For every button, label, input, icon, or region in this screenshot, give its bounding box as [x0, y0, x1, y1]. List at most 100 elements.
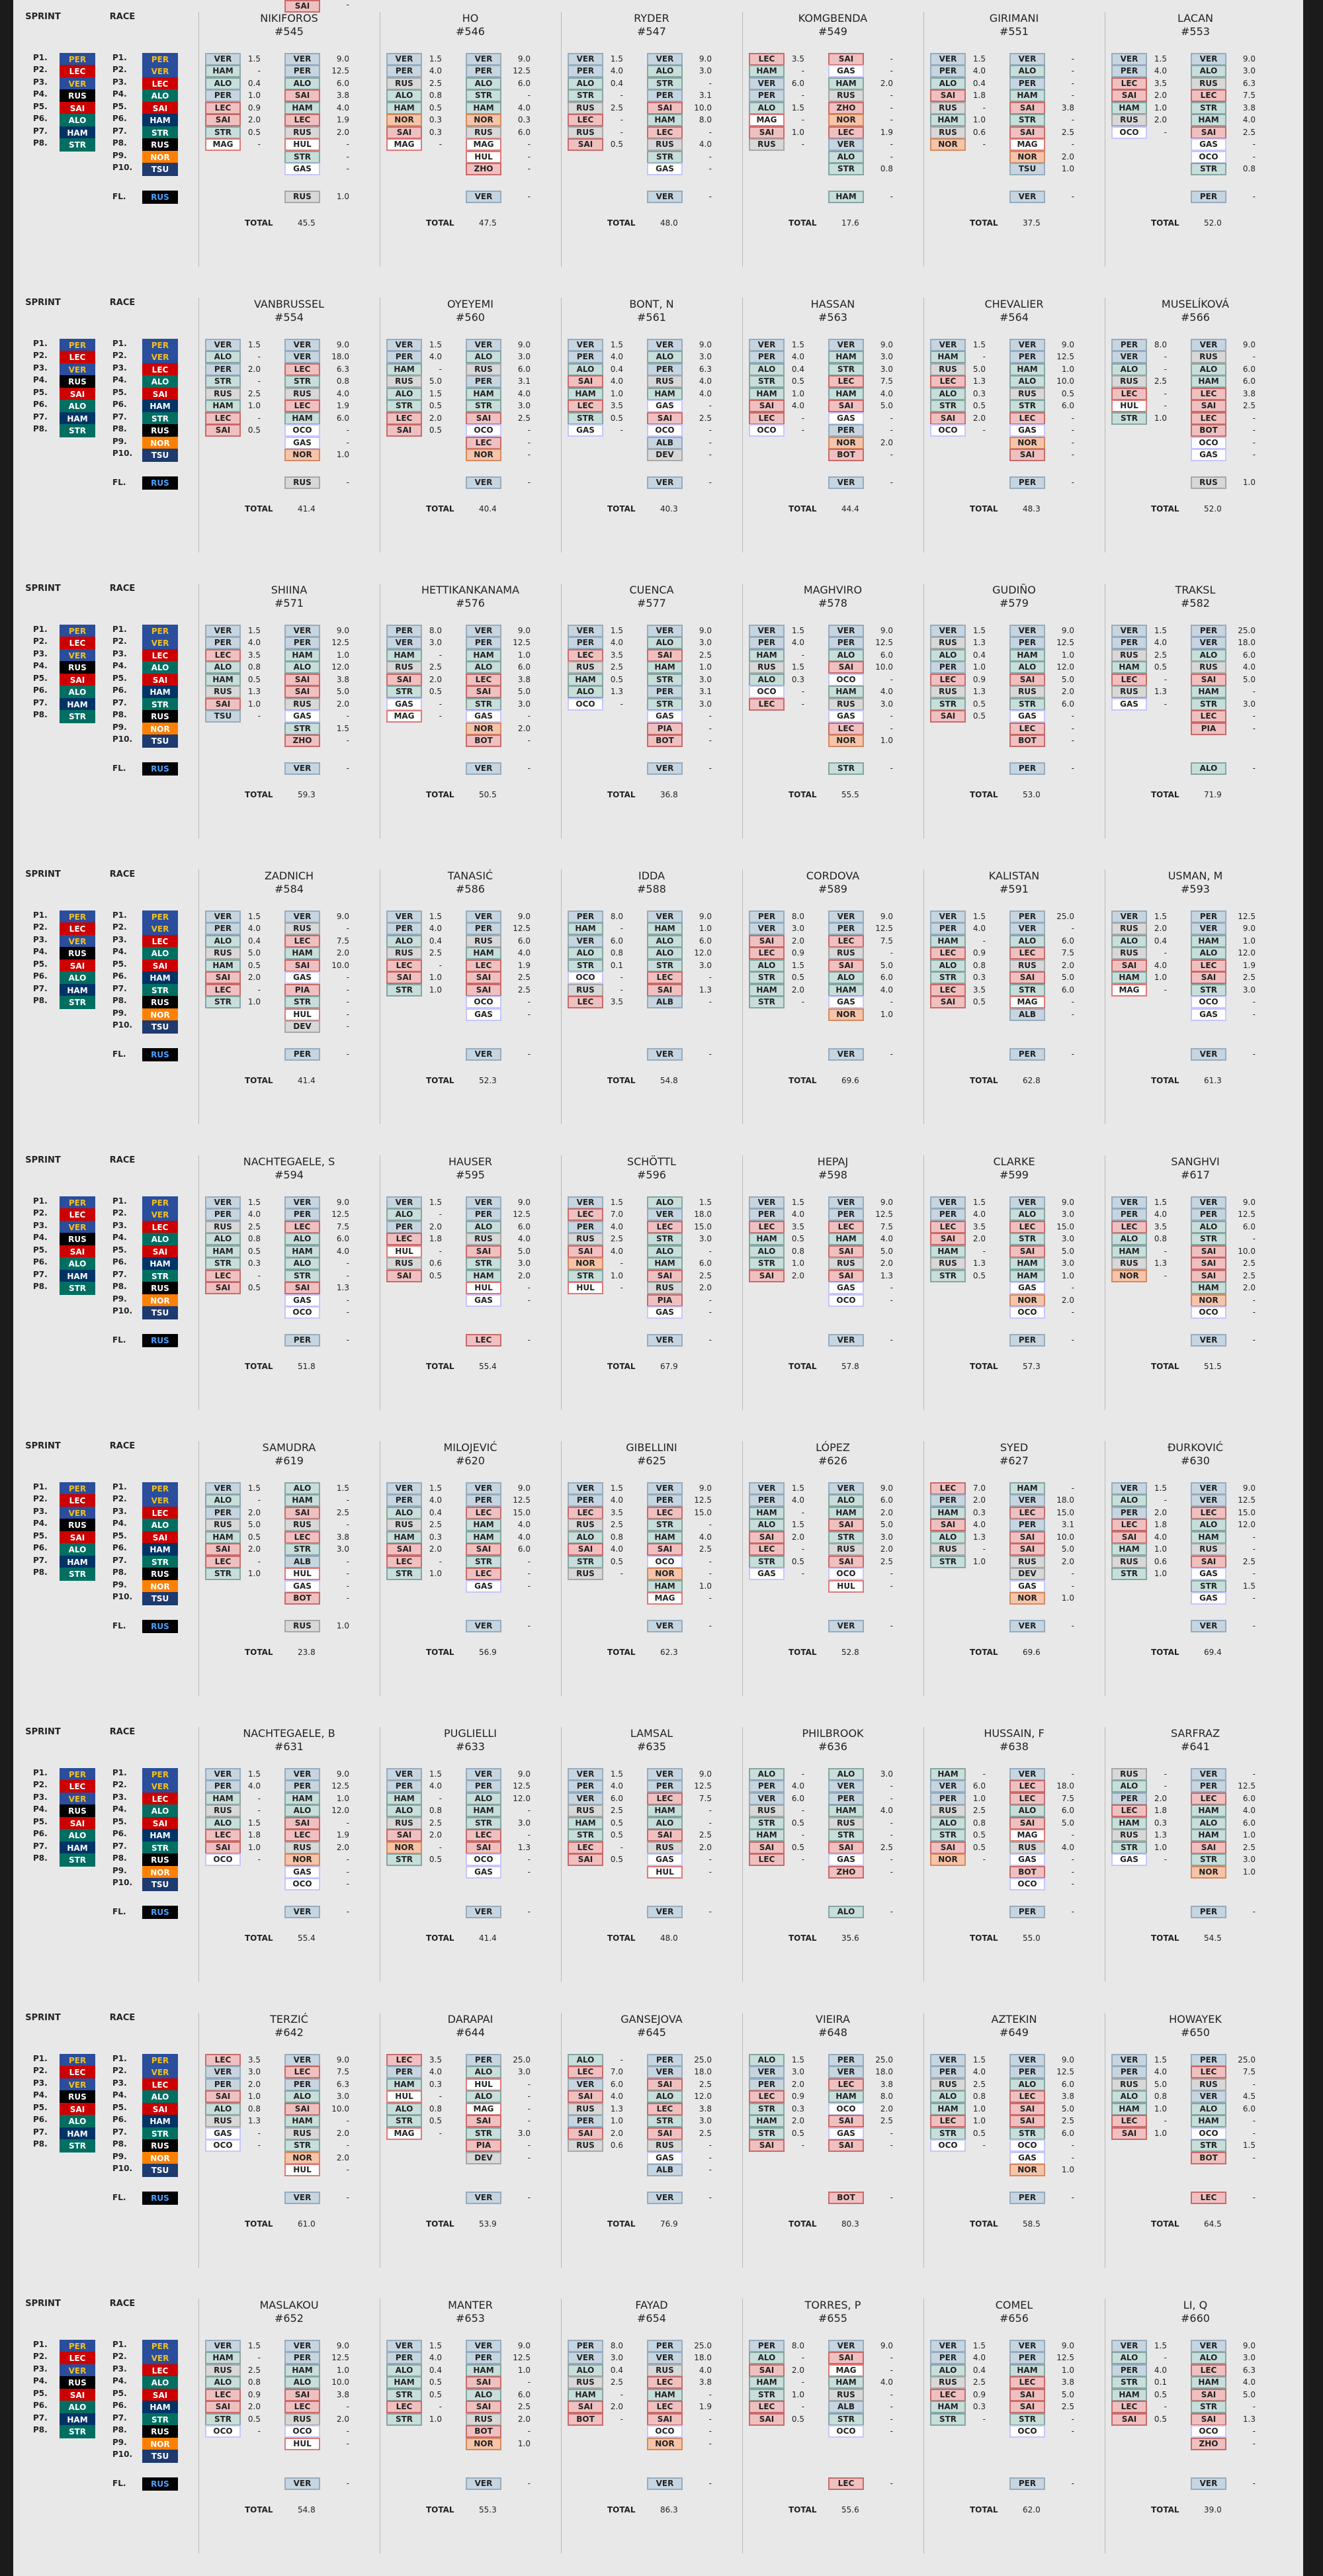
total-label: TOTAL — [245, 1933, 273, 1943]
race-pick: LEC — [284, 1829, 320, 1842]
race-points: 5.0 — [517, 1247, 531, 1256]
sprint-pick: ALO — [1111, 1780, 1147, 1793]
race-points: 3.0 — [1242, 699, 1256, 709]
sprint-pick: VER — [205, 1768, 241, 1781]
sprint-pos-label: P5. — [33, 959, 48, 969]
race-pick: LEC — [284, 935, 320, 948]
race-pick: HAM — [1191, 2115, 1226, 2127]
race-pos-label: P7. — [112, 1270, 127, 1279]
sprint-points: - — [620, 1283, 623, 1292]
sprint-points: 6.0 — [610, 936, 623, 946]
contestant-name: ĐURKOVIĆ — [1168, 1441, 1223, 1454]
sprint-points: 1.3 — [972, 687, 986, 696]
race-pick: HAM — [647, 114, 683, 126]
sprint-points: 4.0 — [429, 924, 442, 933]
sprint-points: 1.5 — [247, 54, 261, 64]
race-points: 6.0 — [1061, 936, 1074, 946]
sprint-pick: LEC — [205, 984, 241, 997]
race-pick: SAI — [1009, 1543, 1045, 1556]
sprint-points: - — [257, 414, 261, 423]
race-pick: PER — [284, 637, 320, 649]
race-pick: HAM — [466, 1531, 501, 1544]
race-points: 1.0 — [1242, 1830, 1256, 1840]
fl-pick: VER — [647, 1620, 683, 1632]
sprint-pos-label: P4. — [33, 661, 48, 670]
race-points: 12.0 — [513, 1794, 531, 1803]
sprint-pick: ALO — [749, 1245, 785, 1258]
race-pick: SAI — [1191, 1257, 1226, 1270]
race-pick: PIA — [1191, 723, 1226, 735]
race-pick: HUL — [284, 138, 320, 151]
race-points: 0.3 — [517, 115, 531, 124]
race-ref-nor: NOR — [142, 437, 178, 450]
race-pick: NOR — [466, 114, 501, 126]
divider — [198, 1155, 199, 1410]
race-pick: ALO — [647, 1196, 683, 1209]
race-ref-sai: SAI — [142, 2389, 178, 2402]
race-pick: ZHO — [828, 102, 864, 114]
race-points: 1.0 — [699, 662, 712, 672]
sprint-pick: VER — [749, 2066, 785, 2078]
contestant-name: CORDOVA — [806, 869, 860, 882]
sprint-points: - — [982, 936, 986, 946]
race-ref-ham: HAM — [142, 400, 178, 413]
fl-points: - — [1071, 2479, 1074, 2488]
total-value: 51.8 — [298, 1362, 316, 1371]
sprint-points: 2.0 — [247, 1508, 261, 1517]
race-pick: SAI — [1009, 102, 1045, 114]
race-pick: HAM — [828, 2090, 864, 2103]
sprint-pick: RUS — [1111, 1829, 1147, 1842]
total-label: TOTAL — [607, 790, 636, 799]
race-pick: LEC — [284, 1221, 320, 1233]
sprint-pos-label: P8. — [33, 2139, 48, 2149]
contestant-number: #560 — [456, 311, 485, 324]
race-pick: RUS — [284, 1842, 320, 1854]
divider — [742, 584, 743, 838]
race-points: 3.8 — [336, 675, 349, 684]
race-ref-nor: NOR — [142, 2152, 178, 2165]
sprint-pick: HAM — [205, 674, 241, 686]
race-points: - — [708, 152, 712, 161]
sprint-pick: HAM — [749, 2115, 785, 2127]
race-points: 3.8 — [336, 2390, 349, 2399]
sprint-points: - — [439, 699, 442, 709]
race-points: 2.5 — [1242, 401, 1256, 410]
total-label: TOTAL — [607, 1076, 636, 1085]
contestant-card: HEPAJ #598 VER 1.5 PER 4.0 LEC 3.5 HAM 0.5 ALO 0.8 S… — [742, 1143, 923, 1410]
sprint-pos-label: P3. — [33, 363, 48, 373]
contestant-name: AZTEKIN — [991, 2013, 1037, 2025]
sprint-points: 0.8 — [247, 1234, 261, 1243]
race-pos-label: P2. — [112, 65, 127, 74]
race-ref-nor: NOR — [142, 151, 178, 164]
divider — [561, 584, 562, 838]
race-points: 3.0 — [336, 2092, 349, 2101]
sprint-pick: OCO — [749, 424, 785, 437]
sprint-ref-str: STR — [60, 2139, 95, 2153]
sprint-points: - — [620, 1569, 623, 1578]
race-points: 3.8 — [517, 675, 531, 684]
race-points: 6.3 — [1242, 79, 1256, 88]
contestant-number: #641 — [1181, 1740, 1210, 1753]
race-pick: VER — [647, 339, 683, 351]
sprint-ref-ver: VER — [60, 2078, 95, 2092]
sprint-pick: VER — [568, 1482, 603, 1495]
race-pick: VER — [466, 625, 501, 637]
race-points: - — [1252, 687, 1256, 696]
race-points: - — [708, 1569, 712, 1578]
sprint-pick: PER — [1111, 65, 1147, 77]
race-pick: OCO — [647, 2425, 683, 2438]
race-points: 2.5 — [336, 1508, 349, 1517]
sprint-points: 1.5 — [791, 1484, 804, 1493]
race-points: 2.5 — [1242, 973, 1256, 982]
race-points: 1.0 — [336, 2366, 349, 2375]
race-pick: NOR — [828, 734, 864, 747]
total-value: 57.3 — [1023, 1362, 1041, 1371]
sprint-pick: STR — [205, 1257, 241, 1270]
race-pick: HAM — [647, 922, 683, 935]
total-value: 54.8 — [298, 2505, 316, 2514]
sprint-pick: VER — [568, 1768, 603, 1781]
sprint-points: 6.0 — [610, 2080, 623, 2089]
sprint-points: - — [257, 140, 261, 149]
race-ref-per: PER — [142, 2340, 178, 2353]
sprint-points: 4.0 — [429, 1781, 442, 1791]
